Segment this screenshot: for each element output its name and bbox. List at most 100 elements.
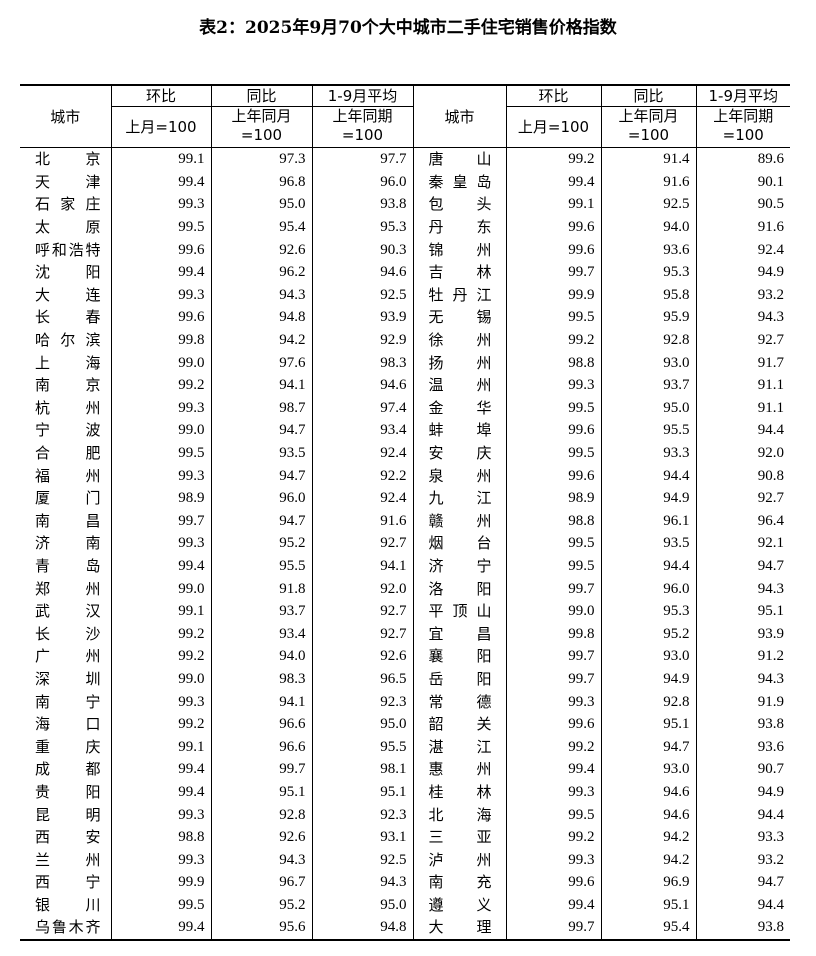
mom-value: 99.4 [110, 916, 211, 940]
avg-value: 92.9 [311, 328, 413, 352]
avg-value: 92.6 [311, 645, 413, 668]
avg-value: 94.4 [695, 893, 790, 917]
city-name-cell: 厦门 [20, 487, 111, 510]
avg-value: 94.7 [695, 871, 790, 894]
header-city-right: 城市 [412, 85, 506, 148]
yoy-value: 98.7 [210, 396, 312, 420]
avg-value: 93.8 [311, 193, 413, 216]
city-name: 湛江 [428, 737, 492, 756]
price-index-table: 城市 环比 同比 1-9月平均 城市 环比 同比 1-9月平均 上月=100 上… [20, 84, 790, 941]
yoy-value: 94.7 [210, 419, 312, 442]
city-name: 乌鲁木齐 [35, 918, 101, 937]
mom-value: 99.7 [505, 645, 601, 668]
city-name: 平顶山 [428, 602, 492, 621]
city-name: 包头 [428, 195, 492, 214]
avg-value: 97.7 [311, 147, 413, 171]
mom-value: 99.2 [505, 825, 601, 849]
avg-value: 90.1 [695, 170, 790, 194]
city-name: 武汉 [35, 602, 101, 621]
city-name: 丹东 [428, 218, 492, 237]
avg-value: 96.5 [311, 667, 413, 691]
city-name: 桂林 [428, 782, 492, 801]
city-name: 南宁 [35, 692, 101, 711]
yoy-value: 95.3 [600, 260, 696, 284]
city-name-cell: 太原 [20, 216, 111, 239]
yoy-value: 93.3 [600, 441, 696, 465]
city-name-cell: 济宁 [412, 554, 506, 578]
yoy-value: 92.8 [600, 328, 696, 352]
header-yoy: 同比 [210, 85, 312, 107]
mom-value: 99.1 [110, 735, 211, 759]
city-name: 北海 [428, 805, 492, 824]
yoy-value: 92.6 [210, 825, 312, 849]
table-row: 合肥 99.5 93.5 92.4 安庆 99.5 93.3 92.0 [20, 441, 790, 465]
yoy-value: 96.7 [210, 871, 312, 894]
yoy-value: 94.1 [210, 373, 312, 397]
city-name-cell: 惠州 [412, 758, 506, 781]
header-avg-right: 1-9月平均 [695, 85, 790, 107]
city-name-cell: 安庆 [412, 441, 506, 465]
mom-value: 99.3 [505, 690, 601, 713]
header-mom-base-right: 上月=100 [505, 106, 601, 148]
mom-value: 99.5 [110, 215, 211, 239]
city-name: 徐州 [428, 331, 492, 350]
city-name-cell: 呼和浩特 [20, 238, 111, 261]
city-name: 遵义 [428, 895, 492, 914]
avg-value: 92.7 [695, 328, 790, 352]
yoy-value: 95.1 [600, 893, 696, 917]
city-name: 九江 [428, 489, 492, 508]
city-name-cell: 宁波 [20, 419, 111, 442]
city-name-cell: 兰州 [20, 848, 111, 871]
table-row: 哈尔滨 99.8 94.2 92.9 徐州 99.2 92.8 92.7 [20, 328, 790, 352]
yoy-value: 92.5 [600, 193, 696, 216]
mom-value: 99.3 [110, 532, 211, 555]
city-name-cell: 成都 [20, 758, 111, 781]
avg-value: 94.3 [311, 871, 413, 894]
city-name-cell: 温州 [412, 373, 506, 397]
table-row: 福州 99.3 94.7 92.2 泉州 99.6 94.4 90.8 [20, 464, 790, 487]
mom-value: 99.7 [505, 260, 601, 284]
city-name-cell: 大理 [412, 916, 506, 940]
mom-value: 99.0 [110, 577, 211, 600]
avg-value: 92.7 [311, 599, 413, 623]
table-row: 杭州 99.3 98.7 97.4 金华 99.5 95.0 91.1 [20, 396, 790, 420]
city-name: 南昌 [35, 511, 101, 530]
mom-value: 99.2 [505, 735, 601, 759]
table-title: 表2：2025年9月70个大中城市二手住宅销售价格指数 [199, 18, 617, 38]
city-name: 福州 [35, 466, 101, 485]
yoy-value: 94.1 [210, 690, 312, 713]
mom-value: 99.2 [110, 622, 211, 646]
city-name-cell: 杭州 [20, 397, 111, 420]
mom-value: 99.5 [505, 803, 601, 826]
header-avg-base-1-right: 上年同期 [713, 107, 774, 125]
mom-value: 99.4 [110, 780, 211, 804]
yoy-value: 94.7 [600, 735, 696, 759]
yoy-value: 96.0 [210, 486, 312, 510]
city-name-cell: 宜昌 [412, 622, 506, 646]
mom-value: 99.2 [110, 712, 211, 736]
mom-value: 99.0 [110, 351, 211, 374]
mom-value: 99.3 [110, 193, 211, 216]
table-row: 大连 99.3 94.3 92.5 牡丹江 99.9 95.8 93.2 [20, 283, 790, 307]
mom-value: 99.7 [110, 509, 211, 533]
city-name-cell: 遵义 [412, 893, 506, 917]
yoy-value: 94.2 [600, 848, 696, 871]
city-name: 昆明 [35, 805, 101, 824]
mom-value: 99.2 [110, 373, 211, 397]
avg-value: 95.0 [311, 712, 413, 736]
city-name: 济宁 [428, 556, 492, 575]
mom-value: 99.3 [110, 848, 211, 871]
city-name: 牡丹江 [428, 285, 492, 304]
header-avg-base: 上年同期 =100 [311, 106, 413, 148]
yoy-value: 96.8 [210, 170, 312, 194]
mom-value: 99.3 [110, 464, 211, 487]
mom-value: 99.8 [110, 328, 211, 352]
city-name-cell: 海口 [20, 713, 111, 736]
mom-value: 99.5 [505, 396, 601, 420]
table-row: 昆明 99.3 92.8 92.3 北海 99.5 94.6 94.4 [20, 803, 790, 826]
city-name-cell: 济南 [20, 532, 111, 555]
city-name-cell: 西安 [20, 826, 111, 849]
avg-value: 92.0 [311, 577, 413, 600]
avg-value: 97.4 [311, 396, 413, 420]
yoy-value: 93.0 [600, 351, 696, 374]
